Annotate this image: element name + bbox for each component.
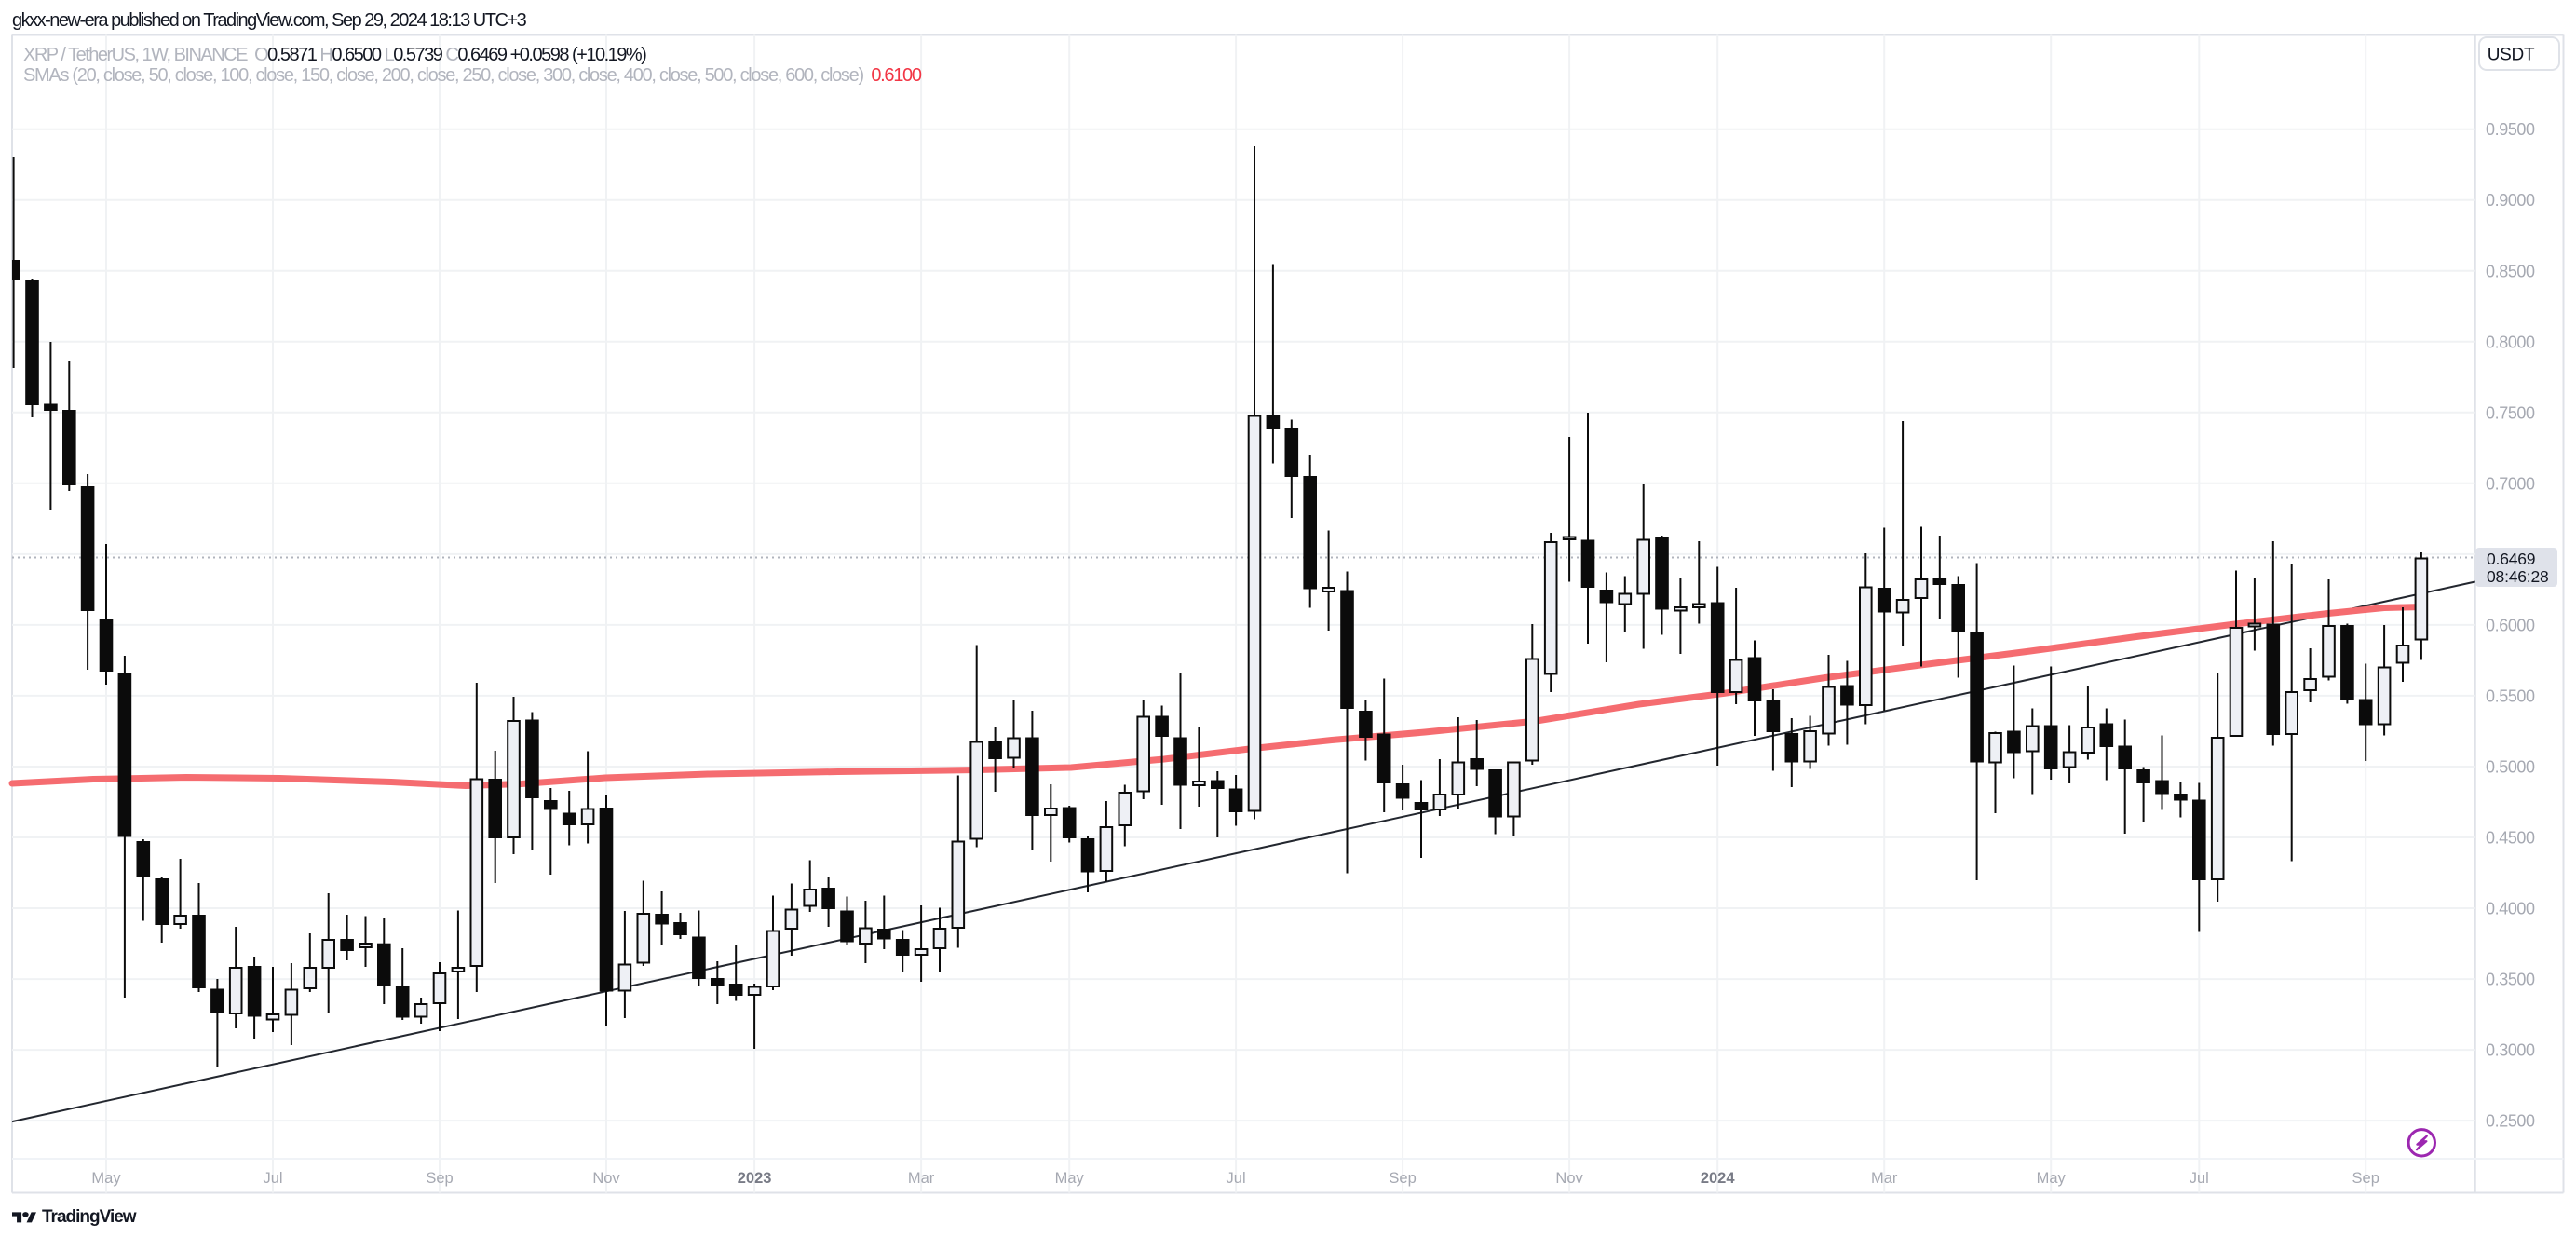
svg-text:Mar: Mar (908, 1170, 935, 1187)
svg-text:0.2500: 0.2500 (2486, 1112, 2535, 1131)
svg-text:08:46:28: 08:46:28 (2487, 567, 2549, 586)
svg-text:0.3000: 0.3000 (2486, 1041, 2535, 1060)
svg-text:Sep: Sep (2352, 1170, 2379, 1187)
svg-text:2024: 2024 (1701, 1170, 1736, 1187)
svg-text:Mar: Mar (1871, 1170, 1898, 1187)
svg-text:Jul: Jul (2190, 1170, 2209, 1187)
svg-text:0.7500: 0.7500 (2486, 403, 2535, 422)
svg-text:Nov: Nov (592, 1170, 620, 1187)
svg-text:0.4000: 0.4000 (2486, 900, 2535, 918)
svg-text:May: May (2037, 1170, 2067, 1187)
svg-text:Jul: Jul (1227, 1170, 1246, 1187)
svg-text:May: May (91, 1170, 121, 1187)
svg-text:0.7000: 0.7000 (2486, 474, 2535, 493)
svg-text:0.9500: 0.9500 (2486, 120, 2535, 139)
svg-text:0.3500: 0.3500 (2486, 971, 2535, 989)
svg-text:0.6000: 0.6000 (2486, 616, 2535, 634)
svg-text:0.5000: 0.5000 (2486, 758, 2535, 777)
svg-text:Jul: Jul (263, 1170, 282, 1187)
svg-text:0.4500: 0.4500 (2486, 829, 2535, 848)
svg-text:0.8000: 0.8000 (2486, 333, 2535, 351)
svg-text:Nov: Nov (1555, 1170, 1583, 1187)
svg-text:2023: 2023 (738, 1170, 772, 1187)
svg-text:0.6469: 0.6469 (2487, 550, 2535, 568)
svg-text:Sep: Sep (426, 1170, 453, 1187)
svg-text:0.8500: 0.8500 (2486, 262, 2535, 280)
svg-text:USDT: USDT (2488, 46, 2535, 65)
svg-text:0.5500: 0.5500 (2486, 686, 2535, 705)
svg-text:Sep: Sep (1389, 1170, 1416, 1187)
svg-text:May: May (1055, 1170, 1085, 1187)
svg-text:0.9000: 0.9000 (2486, 191, 2535, 210)
